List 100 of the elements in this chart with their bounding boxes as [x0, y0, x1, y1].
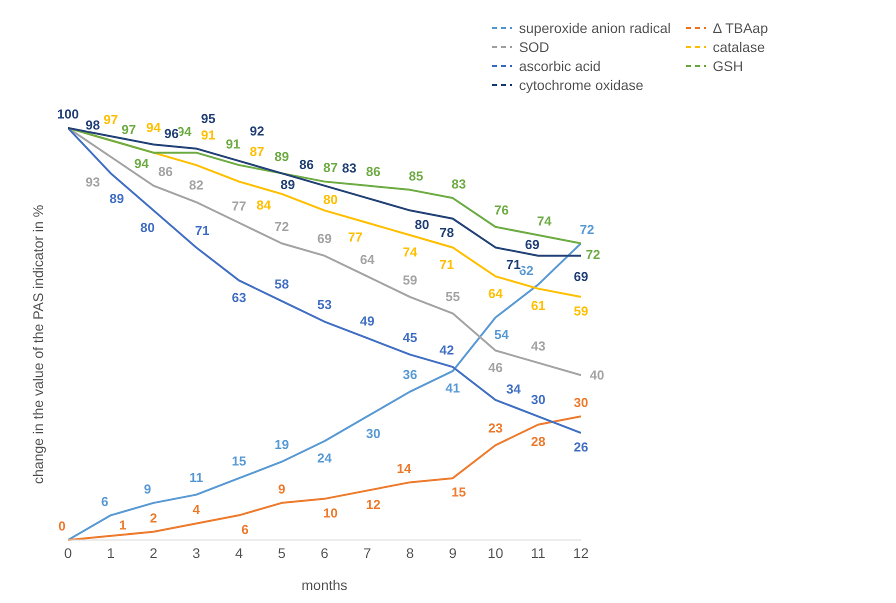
data-label: 71 [195, 222, 210, 238]
data-label: 1 [119, 517, 126, 532]
data-label: 97 [122, 122, 136, 137]
data-label: 83 [451, 176, 466, 192]
x-tick-label: 11 [530, 544, 546, 561]
x-axis-title: months [302, 577, 348, 593]
data-label: 86 [299, 157, 314, 172]
data-label: 40 [590, 368, 604, 383]
x-tick-label: 10 [488, 544, 504, 561]
data-label: 74 [536, 214, 552, 229]
x-tick-label: 4 [235, 544, 244, 561]
data-label: 0 [58, 518, 66, 534]
data-label: 80 [414, 216, 430, 232]
data-label: 64 [360, 252, 376, 267]
data-label: 24 [317, 450, 332, 466]
data-label: 49 [360, 314, 374, 329]
data-label: 64 [488, 286, 504, 301]
data-label: 72 [580, 222, 594, 237]
data-label: 41 [445, 380, 460, 396]
data-label: 69 [317, 231, 332, 246]
data-label: 9 [278, 481, 286, 496]
data-label: 69 [524, 237, 540, 252]
data-label: 26 [574, 439, 588, 454]
data-label: 85 [408, 168, 424, 184]
data-label: 23 [488, 420, 503, 436]
data-label: 55 [445, 288, 460, 304]
data-label: 11 [189, 470, 204, 486]
data-label: 14 [396, 460, 412, 476]
data-label: 74 [402, 244, 418, 260]
data-label: 87 [250, 144, 264, 160]
data-label: 15 [451, 484, 466, 500]
data-label: 78 [439, 225, 454, 240]
data-label: 30 [366, 426, 380, 441]
data-label: 63 [232, 290, 246, 305]
data-label: 86 [158, 164, 173, 180]
data-label: 42 [439, 342, 454, 358]
data-label: 87 [323, 160, 338, 176]
data-label: 89 [274, 148, 289, 164]
data-label: 92 [250, 123, 264, 138]
x-tick-label: 5 [278, 544, 286, 561]
data-label: 91 [226, 136, 240, 152]
data-label: 96 [164, 126, 179, 141]
data-label: 46 [488, 360, 503, 375]
x-tick-label: 1 [106, 544, 115, 561]
data-label: 89 [280, 176, 295, 192]
legend-label: GSH [712, 58, 744, 74]
data-label: 94 [146, 120, 162, 136]
data-label: 30 [574, 394, 588, 410]
data-label: 2 [150, 510, 158, 526]
data-label: 80 [323, 192, 338, 207]
legend-label: superoxide anion radical [518, 20, 671, 36]
data-label: 36 [402, 367, 418, 382]
data-label: 4 [192, 502, 201, 518]
data-label: 82 [189, 178, 204, 193]
x-tick-label: 7 [363, 544, 372, 561]
data-label: 77 [232, 198, 246, 214]
data-label: 59 [574, 303, 588, 318]
data-label: 9 [144, 481, 152, 496]
data-label: 59 [402, 272, 418, 288]
data-label: 76 [494, 202, 509, 218]
legend-label: ascorbic acid [518, 58, 601, 74]
data-label: 6 [241, 522, 249, 537]
data-label: 94 [134, 156, 150, 172]
data-label: 98 [86, 118, 100, 133]
y-axis-title: change in the value of the PAS indicator in % [30, 204, 46, 484]
data-label: 71 [506, 256, 521, 272]
x-tick-label: 12 [573, 544, 589, 561]
legend-label: cytochrome oxidase [518, 77, 644, 93]
data-label: 72 [274, 218, 289, 234]
data-label: 71 [439, 256, 454, 272]
data-label: 34 [506, 381, 522, 396]
legend-label: Δ TBAap [712, 20, 768, 36]
data-label: 30 [530, 392, 546, 407]
x-tick-label: 2 [150, 544, 158, 561]
data-label: 93 [86, 174, 100, 190]
data-label: 89 [110, 190, 124, 206]
data-label: 19 [274, 437, 289, 452]
legend-label: catalase [712, 39, 765, 55]
data-label: 12 [366, 497, 380, 512]
x-tick-label: 9 [448, 544, 457, 561]
data-label: 45 [402, 330, 418, 346]
x-tick-label: 8 [406, 544, 414, 561]
data-label: 83 [342, 160, 356, 176]
data-label: 77 [348, 229, 362, 244]
data-label: 91 [201, 128, 216, 143]
data-label: 53 [317, 297, 332, 312]
data-label: 28 [530, 434, 546, 450]
data-label: 10 [323, 505, 338, 520]
data-label: 72 [586, 246, 600, 262]
x-tick-label: 6 [320, 544, 329, 561]
data-label: 61 [530, 298, 546, 314]
data-label: 86 [366, 164, 380, 180]
data-label: 43 [530, 338, 546, 354]
x-tick-label: 0 [64, 544, 72, 561]
x-tick-label: 3 [192, 544, 200, 561]
data-label: 54 [494, 327, 510, 342]
legend-label: SOD [518, 39, 550, 55]
data-label: 6 [101, 494, 108, 509]
data-label: 95 [201, 111, 216, 126]
data-label: 58 [274, 276, 289, 292]
